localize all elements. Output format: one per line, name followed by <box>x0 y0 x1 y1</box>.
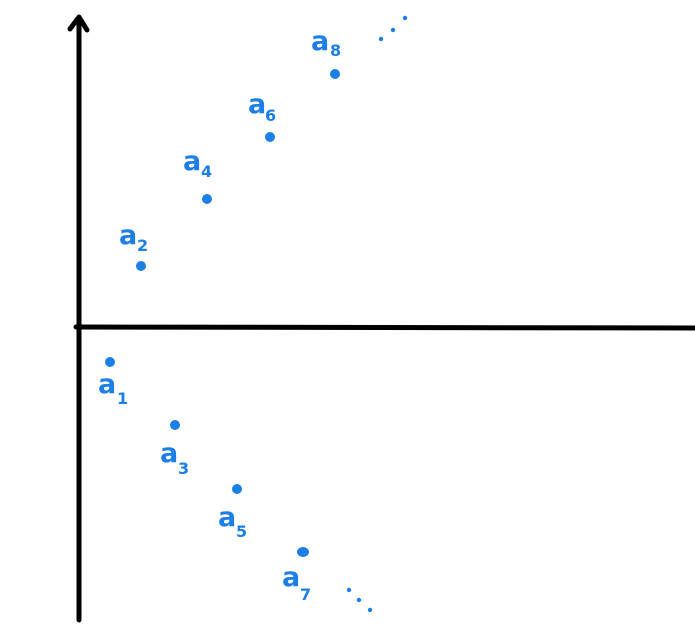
ellipsis-dot <box>402 15 408 21</box>
label-a4-index: 4 <box>201 162 212 181</box>
label-a6-letter: a <box>248 89 266 120</box>
point-a4 <box>202 194 212 204</box>
label-a7: a 7 <box>282 562 311 604</box>
label-a8-index: 8 <box>330 41 341 60</box>
label-a4: a 4 <box>183 146 212 181</box>
vertical-axis-arrowhead <box>67 14 90 33</box>
label-a3-letter: a <box>160 438 178 469</box>
point-a1 <box>105 357 115 367</box>
ellipsis-dot <box>378 36 384 42</box>
ellipsis-dot <box>346 587 352 593</box>
label-a7-index: 7 <box>300 585 311 604</box>
ellipsis-dot <box>356 597 362 603</box>
label-a1-letter: a <box>98 369 116 400</box>
sequence-points <box>105 69 340 557</box>
label-a8: a 8 <box>311 26 341 60</box>
label-a7-letter: a <box>282 562 300 593</box>
label-a5-index: 5 <box>236 522 247 541</box>
point-a8 <box>330 69 340 79</box>
continuation-ellipsis-lower <box>346 587 373 613</box>
point-a3 <box>170 420 180 430</box>
label-a2-index: 2 <box>137 236 148 255</box>
label-a2: a 2 <box>119 220 148 255</box>
point-labels: a 1 a 2 a 3 a 4 a 5 a 6 a 7 a 8 <box>98 26 341 604</box>
axes <box>67 14 695 623</box>
label-a5-letter: a <box>218 502 236 533</box>
label-a3-index: 3 <box>178 459 189 478</box>
label-a1: a 1 <box>98 369 128 408</box>
continuation-ellipsis-upper <box>378 15 408 42</box>
ellipsis-dot <box>390 27 396 33</box>
point-a5 <box>232 484 242 494</box>
label-a3: a 3 <box>160 438 189 478</box>
label-a4-letter: a <box>183 146 201 177</box>
horizontal-axis <box>73 324 695 331</box>
label-a6-index: 6 <box>265 106 276 125</box>
label-a2-letter: a <box>119 220 137 251</box>
label-a8-letter: a <box>311 26 329 57</box>
point-a2 <box>136 261 146 271</box>
label-a1-index: 1 <box>117 389 128 408</box>
label-a6: a 6 <box>248 89 276 125</box>
label-a5: a 5 <box>218 502 247 541</box>
ellipsis-dot <box>367 607 373 613</box>
point-a6 <box>265 132 275 142</box>
point-a7 <box>297 547 309 557</box>
